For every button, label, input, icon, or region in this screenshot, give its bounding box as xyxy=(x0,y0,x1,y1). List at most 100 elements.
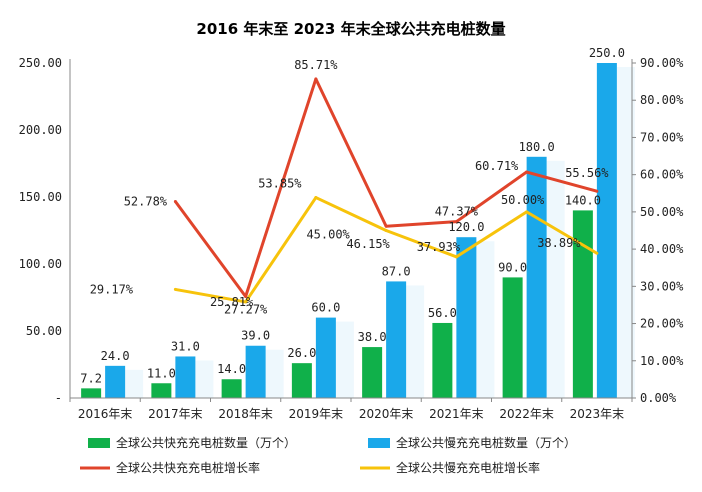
bar-data-label: 26.0 xyxy=(287,346,316,360)
bars-layer xyxy=(81,63,635,398)
bar xyxy=(221,379,242,398)
line-data-label: 46.15% xyxy=(346,237,390,251)
right-tick-label: 50.00% xyxy=(640,205,684,219)
left-tick-label: 100.00 xyxy=(19,257,62,271)
bar-data-label: 11.0 xyxy=(147,366,176,380)
right-tick-label: 90.00% xyxy=(640,56,684,70)
right-tick-label: 30.00% xyxy=(640,279,684,293)
x-tick-label: 2017年末 xyxy=(148,407,203,421)
line-point xyxy=(244,300,248,304)
bar xyxy=(572,210,593,398)
data-labels-layer: 7.2 11.0 14.0 26.0 38.0 56.0 90.0 140.0 24.0 31.0… xyxy=(80,46,625,385)
line-data-label: 37.93% xyxy=(417,240,461,254)
bar-data-label: 60.0 xyxy=(311,301,340,315)
bar-data-label: 140.0 xyxy=(565,193,601,207)
legend-label: 全球公共快充充电桩数量（万个） xyxy=(116,435,296,450)
line-data-label: 29.17% xyxy=(90,282,134,296)
bar xyxy=(502,277,523,398)
line-point xyxy=(595,189,599,193)
left-tick-label: 250.00 xyxy=(19,56,62,70)
axes-layer: - 50.00 100.00 150.00 200.00 250.00 0.00% 10.00… xyxy=(19,56,684,421)
x-tick-label: 2016年末 xyxy=(78,407,133,421)
line-data-label: 52.78% xyxy=(124,195,168,209)
line-data-label: 25.81% xyxy=(210,295,254,309)
bar-data-label: 38.0 xyxy=(358,330,387,344)
bar-data-label: 56.0 xyxy=(428,306,457,320)
line-point xyxy=(525,170,529,174)
bar-shadow xyxy=(335,321,354,398)
bar xyxy=(432,322,453,398)
line-point xyxy=(525,210,529,214)
x-tick-label: 2018年末 xyxy=(218,407,273,421)
right-tick-label: 40.00% xyxy=(640,242,684,256)
line-data-label: 45.00% xyxy=(306,228,350,242)
line-point xyxy=(173,200,177,204)
legend-swatch xyxy=(88,438,110,448)
x-tick-label: 2019年末 xyxy=(289,407,344,421)
chart-title: 2016 年末至 2023 年末全球公共充电桩数量 xyxy=(196,20,505,38)
bar-data-label: 90.0 xyxy=(498,260,527,274)
right-tick-label: 10.00% xyxy=(640,354,684,368)
bar-shadow xyxy=(265,349,284,398)
bar xyxy=(596,63,617,398)
bar-data-label: 180.0 xyxy=(519,140,555,154)
x-tick-label: 2021年末 xyxy=(429,407,484,421)
line-point xyxy=(384,224,388,228)
bar xyxy=(151,383,172,398)
line-point xyxy=(384,229,388,232)
legend-label: 全球公共慢充充电桩增长率 xyxy=(396,460,540,475)
line-data-label: 50.00% xyxy=(501,193,545,207)
right-tick-label: 80.00% xyxy=(640,93,684,107)
bar-data-label: 7.2 xyxy=(80,371,102,385)
x-tick-label: 2023年末 xyxy=(570,407,625,421)
bar-shadow xyxy=(195,360,214,398)
bar-data-label: 87.0 xyxy=(382,264,411,278)
line-data-label: 55.56% xyxy=(565,166,609,180)
bar xyxy=(291,363,312,398)
line-data-label: 53.85% xyxy=(258,177,302,191)
legend-label: 全球公共慢充充电桩数量（万个） xyxy=(396,435,576,450)
bar-data-label: 250.0 xyxy=(589,46,625,60)
legend: 全球公共快充充电桩数量（万个） 全球公共慢充充电桩数量（万个） 全球公共快充充电桩增… xyxy=(80,435,576,475)
line-data-label: 60.71% xyxy=(475,159,519,173)
bar-data-label: 120.0 xyxy=(448,220,484,234)
line-point xyxy=(595,251,599,255)
line-data-label: 85.71% xyxy=(294,58,338,72)
left-tick-label: 150.00 xyxy=(19,190,62,204)
bar xyxy=(315,317,336,398)
line-point xyxy=(244,294,248,298)
bar xyxy=(362,347,383,398)
bar xyxy=(105,365,126,398)
bar xyxy=(175,356,196,398)
line-point xyxy=(314,77,318,81)
bar xyxy=(526,156,547,398)
left-tick-label: 50.00 xyxy=(26,324,62,338)
line-point xyxy=(314,196,318,200)
line-data-label: 27.27% xyxy=(224,302,268,316)
right-tick-label: 20.00% xyxy=(640,317,684,331)
right-tick-label: 70.00% xyxy=(640,130,684,144)
bar-data-label: 24.0 xyxy=(101,349,130,363)
right-tick-label: 60.00% xyxy=(640,168,684,182)
bar-data-label: 14.0 xyxy=(217,362,246,376)
bar xyxy=(456,237,477,398)
left-tick-label: - xyxy=(55,391,62,405)
legend-label: 全球公共快充充电桩增长率 xyxy=(116,460,260,475)
bar-data-label: 31.0 xyxy=(171,339,200,353)
bar-data-label: 39.0 xyxy=(241,329,270,343)
bar xyxy=(386,281,407,398)
bar-shadow xyxy=(125,369,144,398)
x-tick-label: 2020年末 xyxy=(359,407,414,421)
bar-shadow xyxy=(406,285,425,398)
right-tick-label: 0.00% xyxy=(640,391,677,405)
bar xyxy=(81,388,102,398)
bar xyxy=(245,345,266,398)
bar-shadow xyxy=(616,67,635,398)
x-tick-label: 2022年末 xyxy=(499,407,554,421)
bar-shadow xyxy=(476,241,495,398)
bar-shadow xyxy=(546,160,565,398)
legend-swatch xyxy=(368,438,390,448)
line-data-label: 47.37% xyxy=(435,205,479,219)
lines-layer xyxy=(173,77,599,304)
